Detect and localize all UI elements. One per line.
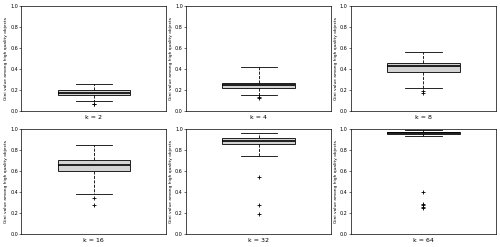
X-axis label: k = 2: k = 2 [86,115,102,120]
Y-axis label: Gini value among high quality objects: Gini value among high quality objects [334,17,338,100]
PathPatch shape [388,63,460,72]
PathPatch shape [388,132,460,134]
Y-axis label: Gini value among high quality objects: Gini value among high quality objects [4,140,8,223]
Y-axis label: Gini value among high quality objects: Gini value among high quality objects [334,140,338,223]
PathPatch shape [222,83,295,88]
PathPatch shape [58,160,130,171]
Y-axis label: Gini value among high quality objects: Gini value among high quality objects [169,140,173,223]
X-axis label: k = 16: k = 16 [84,238,104,243]
X-axis label: k = 8: k = 8 [415,115,432,120]
Y-axis label: Gini value among high quality objects: Gini value among high quality objects [169,17,173,100]
PathPatch shape [58,90,130,95]
X-axis label: k = 64: k = 64 [413,238,434,243]
Y-axis label: Gini value among high quality objects: Gini value among high quality objects [4,17,8,100]
X-axis label: k = 4: k = 4 [250,115,267,120]
X-axis label: k = 32: k = 32 [248,238,269,243]
PathPatch shape [222,138,295,144]
